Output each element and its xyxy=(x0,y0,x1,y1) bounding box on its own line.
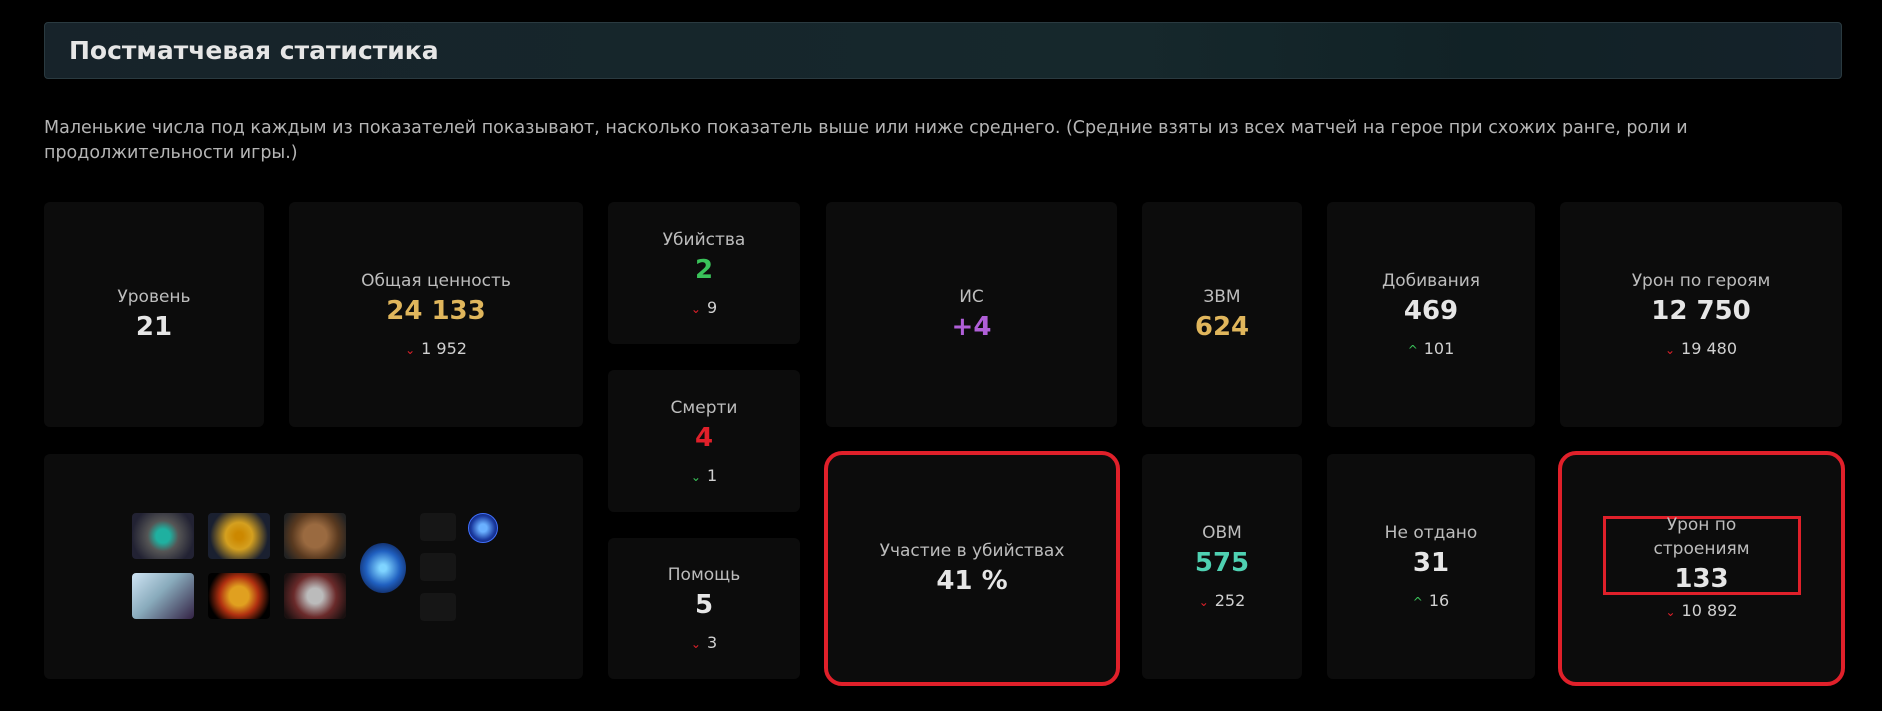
stat-label: ИС xyxy=(959,286,984,307)
stat-value: 575 xyxy=(1194,548,1250,578)
delta-value: 3 xyxy=(706,633,718,652)
highlight-box: Урон по строениям 133 xyxy=(1602,515,1801,595)
stat-assists: Помощь 5 ⌄ 3 xyxy=(608,538,800,679)
empty-backpack-slot[interactable] xyxy=(420,513,456,541)
chevron-down-icon: ⌄ xyxy=(690,469,701,484)
chevron-down-icon: ⌄ xyxy=(690,637,701,651)
stat-kills: Убийства 2 ⌄ 9 xyxy=(608,202,800,344)
stat-value: 21 xyxy=(135,311,173,342)
stat-value: 469 xyxy=(1403,296,1459,326)
delta-value: 252 xyxy=(1214,591,1246,610)
chevron-down-icon: ⌄ xyxy=(1198,595,1209,609)
stat-delta: ⌄ 1 xyxy=(691,466,717,487)
moon-axe-item-icon[interactable] xyxy=(132,573,194,619)
delta-value: 1 952 xyxy=(421,339,467,358)
stat-label: Уровень xyxy=(117,286,191,307)
stat-label: Общая ценность xyxy=(361,271,511,291)
items-panel xyxy=(44,454,583,679)
stat-delta: ^ 101 xyxy=(1408,339,1455,360)
stat-imp: ИС +4 xyxy=(826,202,1117,427)
chevron-down-icon: ⌄ xyxy=(690,301,701,316)
stat-deaths: Смерти 4 ⌄ 1 xyxy=(608,370,800,512)
stat-label: ОВМ xyxy=(1202,523,1242,543)
stat-label: ЗВМ xyxy=(1203,286,1241,307)
stat-label: Смерти xyxy=(670,397,738,418)
golden-helm-item-icon[interactable] xyxy=(208,513,270,559)
stat-xpm: ОВМ 575 ⌄ 252 xyxy=(1142,454,1302,679)
skull-mask-item-icon[interactable] xyxy=(284,573,346,619)
stat-hero-damage: Урон по героям 12 750 ⌄ 19 480 xyxy=(1560,202,1842,427)
delta-value: 1 xyxy=(706,465,718,485)
stat-value: 24 133 xyxy=(386,296,486,326)
chevron-down-icon: ⌄ xyxy=(1664,343,1676,357)
stat-label: Участие в убийствах xyxy=(879,540,1065,561)
section-header: Постматчевая статистика xyxy=(44,22,1842,79)
stat-label: Урон по героям xyxy=(1631,271,1771,291)
stat-building-damage: Урон по строениям 133 ⌄ 10 892 xyxy=(1558,451,1845,686)
stat-value: 2 xyxy=(694,254,714,285)
stat-delta: ⌄ 3 xyxy=(691,633,717,654)
delta-value: 101 xyxy=(1423,339,1455,358)
stat-label: Помощь xyxy=(667,565,741,585)
eye-item-icon[interactable] xyxy=(132,513,194,559)
stat-kill-participation: Участие в убийствах 41 % xyxy=(824,451,1120,686)
stat-value: 624 xyxy=(1194,311,1250,342)
stat-value: 12 750 xyxy=(1651,296,1751,326)
stat-denies: Не отдано 31 ^ 16 xyxy=(1327,454,1535,679)
empty-backpack-slot[interactable] xyxy=(420,593,456,621)
delta-value: 10 892 xyxy=(1681,600,1738,620)
stat-label: Урон по строениям xyxy=(1653,515,1750,559)
delta-value: 16 xyxy=(1428,591,1450,610)
stat-gpm: ЗВМ 624 xyxy=(1142,202,1302,427)
golden-scepter-item-icon[interactable] xyxy=(208,573,270,619)
stat-value: 4 xyxy=(694,422,714,453)
chevron-up-icon: ^ xyxy=(1412,595,1423,609)
stat-delta: ⌄ 252 xyxy=(1199,591,1246,612)
stat-label: Добивания xyxy=(1381,271,1481,291)
blue-blade-item-icon[interactable] xyxy=(360,543,406,593)
stat-delta: ⌄ 9 xyxy=(691,298,717,319)
description: Маленькие числа под каждым из показателе… xyxy=(44,118,1688,163)
stat-value: 133 xyxy=(1674,564,1729,594)
stat-delta: ⌄ 1 952 xyxy=(405,339,467,360)
stat-label: Не отдано xyxy=(1384,523,1478,543)
stat-value: 31 xyxy=(1412,548,1450,578)
page-title: Постматчевая статистика xyxy=(69,36,439,65)
stat-value: 5 xyxy=(694,590,714,620)
chevron-down-icon: ⌄ xyxy=(1665,604,1676,619)
stat-delta: ⌄ 19 480 xyxy=(1665,339,1737,360)
stat-delta: ⌄ 10 892 xyxy=(1665,601,1737,622)
boots-item-icon[interactable] xyxy=(284,513,346,559)
stat-networth: Общая ценность 24 133 ⌄ 1 952 xyxy=(289,202,583,427)
aghanim-shard-icon xyxy=(468,513,498,543)
stat-level: Уровень 21 xyxy=(44,202,264,427)
stat-value: 41 % xyxy=(936,565,1008,596)
stat-label: Убийства xyxy=(662,229,746,250)
stat-delta: ^ 16 xyxy=(1413,591,1449,612)
delta-value: 19 480 xyxy=(1681,339,1738,358)
empty-backpack-slot[interactable] xyxy=(420,553,456,581)
chevron-up-icon: ^ xyxy=(1407,343,1418,357)
delta-value: 9 xyxy=(706,297,718,317)
stat-last-hits: Добивания 469 ^ 101 xyxy=(1327,202,1535,427)
stat-value: +4 xyxy=(951,311,992,342)
chevron-down-icon: ⌄ xyxy=(405,343,416,357)
